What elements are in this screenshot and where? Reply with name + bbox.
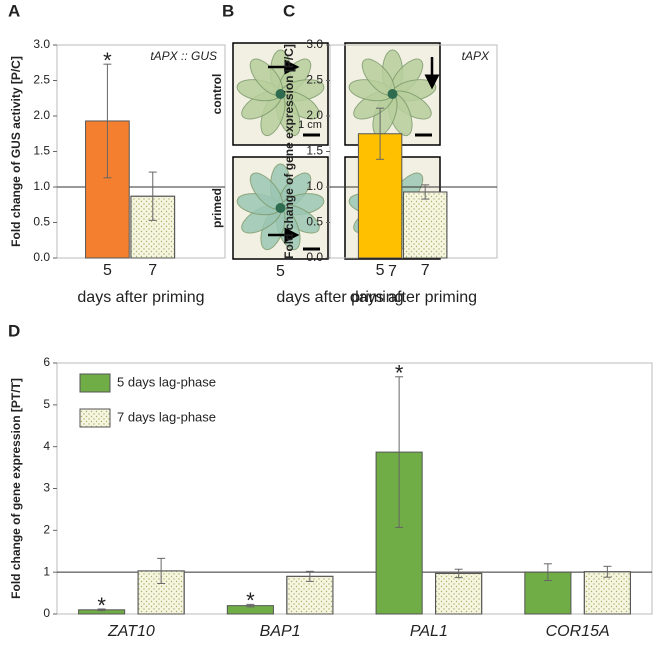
- y-tick-label: 0.5: [306, 215, 323, 229]
- y-tick-label: 4: [43, 439, 50, 453]
- y-tick-label: 1: [43, 564, 50, 578]
- y-tick-label: 2.5: [306, 73, 323, 87]
- x-tick-label: PAL1: [410, 623, 448, 640]
- y-tick-label: 5: [43, 397, 50, 411]
- x-tick-label: 5: [103, 262, 112, 279]
- y-axis-label: Fold change of gene expression [PT/T]: [9, 378, 23, 599]
- bar-pattern: [583, 571, 631, 615]
- y-tick-label: 3: [43, 481, 50, 495]
- bar: [85, 120, 130, 259]
- panel-letter: C: [283, 1, 295, 20]
- x-tick-label: COR15A: [546, 623, 610, 640]
- y-tick-label: 1.5: [306, 144, 323, 158]
- panel-letter: A: [8, 1, 20, 20]
- y-axis-label: Fold change of gene expression [P/C]: [282, 44, 296, 259]
- y-tick-label: 0.0: [33, 250, 50, 264]
- y-tick-label: 1.0: [306, 179, 323, 193]
- y-tick-label: 6: [43, 355, 50, 369]
- x-tick-label: 7: [421, 262, 430, 279]
- y-tick-label: 2.5: [33, 73, 50, 87]
- bar-pattern: [286, 575, 334, 615]
- annotation: tAPX: [462, 49, 490, 63]
- row-label: control: [210, 74, 224, 115]
- x-axis-label: days after priming: [77, 289, 204, 306]
- y-tick-label: 0.5: [33, 215, 50, 229]
- x-tick-label: 5: [376, 262, 385, 279]
- y-tick-label: 2.0: [33, 108, 50, 122]
- panel-letter: B: [222, 1, 234, 20]
- x-tick-label: 7: [148, 262, 157, 279]
- row-label: primed: [210, 188, 224, 228]
- y-tick-label: 0: [43, 606, 50, 620]
- significance-mark: *: [97, 593, 106, 618]
- rosette-center: [275, 203, 286, 213]
- y-tick-label: 0.0: [306, 250, 323, 264]
- significance-mark: *: [103, 48, 112, 73]
- x-axis-label: days after priming: [350, 289, 477, 306]
- panel-letter: D: [8, 321, 20, 340]
- x-tick-label: ZAT10: [107, 623, 155, 640]
- significance-mark: *: [246, 588, 255, 613]
- annotation: tAPX :: GUS: [150, 49, 217, 63]
- y-axis-label: Fold change of GUS activity [P/C]: [9, 56, 23, 247]
- legend-label: 7 days lag-phase: [117, 409, 216, 424]
- bar-pattern: [402, 191, 448, 259]
- bar-pattern: [435, 572, 483, 615]
- y-tick-label: 2: [43, 523, 50, 537]
- legend-swatch: [79, 373, 111, 393]
- rosette-center: [275, 89, 286, 99]
- y-tick-label: 1.5: [33, 144, 50, 158]
- y-tick-label: 1.0: [33, 179, 50, 193]
- x-tick-label: BAP1: [260, 623, 301, 640]
- x-axis-label: days after priming: [276, 289, 403, 306]
- legend-label: 5 days lag-phase: [117, 374, 216, 389]
- legend-swatch-pattern: [79, 408, 111, 428]
- x-tick-label: 5: [276, 263, 285, 280]
- significance-mark: *: [395, 361, 404, 386]
- x-tick-label: 7: [388, 263, 397, 280]
- y-tick-label: 3.0: [33, 37, 50, 51]
- y-tick-label: 3.0: [306, 37, 323, 51]
- y-tick-label: 2.0: [306, 108, 323, 122]
- scale-label: 1 cm: [298, 119, 322, 131]
- rosette-center: [387, 89, 398, 99]
